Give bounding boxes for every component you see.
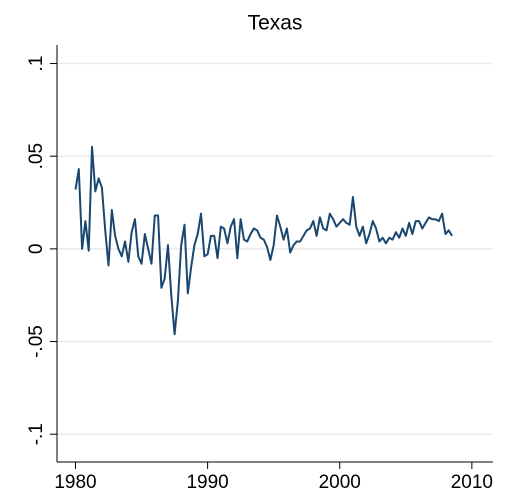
y-tick-label: -.05 — [26, 325, 47, 358]
series-line — [74, 145, 453, 336]
x-tick-label: 1990 — [186, 472, 228, 493]
x-tick-label: 1980 — [54, 472, 96, 493]
y-tick-label: .05 — [26, 143, 47, 169]
x-tick-label: 2000 — [319, 472, 361, 493]
chart-title: Texas — [248, 12, 303, 35]
y-tick-label: .1 — [26, 56, 47, 72]
y-tick-label: 0 — [26, 244, 47, 255]
y-tick-label: -.1 — [26, 423, 47, 445]
x-tick-label: 2010 — [451, 472, 493, 493]
